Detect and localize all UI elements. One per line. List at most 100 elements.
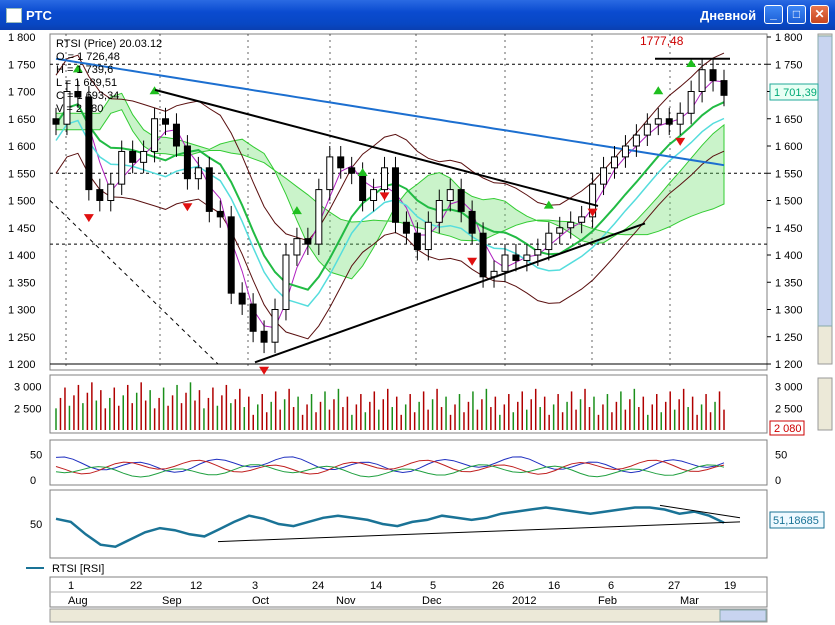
close-button[interactable]: ✕ <box>810 5 829 24</box>
rsi-last-label: 51,18685 <box>773 515 819 527</box>
time-scrollbar-thumb[interactable] <box>719 609 767 622</box>
volume-tick-label-left: 3 000 <box>14 382 42 394</box>
timeframe-label: Дневной <box>700 8 757 23</box>
candle-up <box>698 69 706 92</box>
price-tick-label-left: 1 400 <box>8 250 36 262</box>
candle-down <box>260 330 268 343</box>
price-scrollbar-thumb[interactable] <box>817 35 833 327</box>
rsi-tick-label-left: 50 <box>30 519 42 531</box>
price-tick-label-left: 1 450 <box>8 223 36 235</box>
candle-up <box>140 150 148 163</box>
price-tick-label-right: 1 400 <box>775 250 803 262</box>
date-day-label: 16 <box>548 580 560 592</box>
candle-down <box>74 91 82 98</box>
price-tick-label-right: 1 550 <box>775 168 803 180</box>
info-line-3: H = 1 739,6 <box>56 64 113 76</box>
price-tick-label-left: 1 600 <box>8 141 36 153</box>
price-tick-label-left: 1 500 <box>8 196 36 208</box>
price-tick-label-right: 1 300 <box>775 305 803 317</box>
price-tick-label-right: 1 200 <box>775 359 803 371</box>
candle-down <box>402 221 410 234</box>
last-price-box <box>769 83 819 101</box>
volume-panel <box>49 374 768 434</box>
price-overlays <box>55 52 725 340</box>
time-scrollbar[interactable] <box>49 608 768 623</box>
price-tick-label-left: 1 750 <box>8 59 36 71</box>
info-line-6: V = 2 080 <box>56 103 103 115</box>
candle-up <box>63 91 71 125</box>
candle-up <box>545 232 553 251</box>
candle-down <box>52 118 60 125</box>
trendlines <box>49 57 730 365</box>
date-day-label: 22 <box>130 580 142 592</box>
candle-up <box>435 200 443 223</box>
price-tick-label-left: 1 800 <box>8 32 36 44</box>
candle-down <box>205 167 213 212</box>
price-tick-label-right: 1 500 <box>775 196 803 208</box>
volume-last-label: 2 080 <box>774 423 802 435</box>
oscillator-lines <box>55 456 725 478</box>
candle-up <box>687 91 695 114</box>
buy-signal-arrow <box>543 200 554 209</box>
candle-up <box>271 309 279 343</box>
candle-up <box>610 156 618 169</box>
ichimoku-cloud <box>55 92 725 280</box>
price-tick-label-right: 1 450 <box>775 223 803 235</box>
window-title: РТС <box>26 8 52 23</box>
candle-up <box>194 167 202 180</box>
price-tick-label-right: 1 650 <box>775 114 803 126</box>
buy-signal-arrow <box>653 86 664 95</box>
candle-up <box>567 221 575 229</box>
title-bar: РТС Дневной _ □ ✕ <box>0 0 835 30</box>
ma-cyan <box>55 117 725 307</box>
candle-down <box>665 118 673 125</box>
candle-down <box>479 232 487 278</box>
oscillator-panel <box>49 439 768 486</box>
price-tick-label-right: 1 800 <box>775 32 803 44</box>
osc-tick-label-left: 0 <box>30 475 36 487</box>
candle-up <box>600 167 608 185</box>
info-line-5: C = 1 693,34 <box>56 90 119 102</box>
rsi-last-box <box>769 511 825 529</box>
buy-signal-arrow <box>149 86 160 95</box>
candle-down <box>413 232 421 251</box>
sell-signal-arrow <box>259 366 270 375</box>
sell-signal-arrow <box>675 137 686 146</box>
date-day-label: 6 <box>608 580 614 592</box>
price-tick-label-right: 1 750 <box>775 59 803 71</box>
last-price-label: 1 701,39 <box>774 87 817 99</box>
candle-down <box>391 167 399 223</box>
sell-signal-arrow <box>379 192 390 201</box>
ma-fast <box>55 80 725 329</box>
volume-tick-label-right: 2 500 <box>775 403 803 415</box>
candle-down <box>359 172 367 201</box>
date-month-label: 2012 <box>512 595 536 607</box>
candle-up <box>534 249 542 256</box>
candle-down <box>468 210 476 234</box>
volume-scrollbar[interactable] <box>817 377 833 431</box>
price-tick-label-left: 1 250 <box>8 332 36 344</box>
price-tick-label-left: 1 550 <box>8 168 36 180</box>
sell-signal-arrow <box>182 203 193 212</box>
candle-up <box>151 118 159 152</box>
volume-last-box <box>769 420 805 436</box>
volume-tick-label-right: 3 000 <box>775 382 803 394</box>
maximize-button[interactable]: □ <box>787 5 806 24</box>
minimize-button[interactable]: _ <box>764 5 783 24</box>
info-line-1: RTSI (Price) 20.03.12 <box>56 38 162 50</box>
oscillator-y-axis: 50 50 0 0 <box>30 449 787 487</box>
candle-down <box>709 69 717 82</box>
date-day-label: 12 <box>190 580 202 592</box>
date-day-label: 27 <box>668 580 680 592</box>
candle-up <box>381 167 389 191</box>
candle-down <box>129 150 137 163</box>
info-line-2: O = 1 726,48 <box>56 51 120 63</box>
candle-up <box>676 112 684 125</box>
ma-long-blue <box>55 57 725 167</box>
candles <box>52 58 728 354</box>
ma-mid <box>55 101 725 291</box>
date-day-label: 14 <box>370 580 382 592</box>
candle-down <box>238 292 246 305</box>
buy-signal-arrow <box>291 206 302 215</box>
buy-signal-arrow <box>686 58 697 67</box>
